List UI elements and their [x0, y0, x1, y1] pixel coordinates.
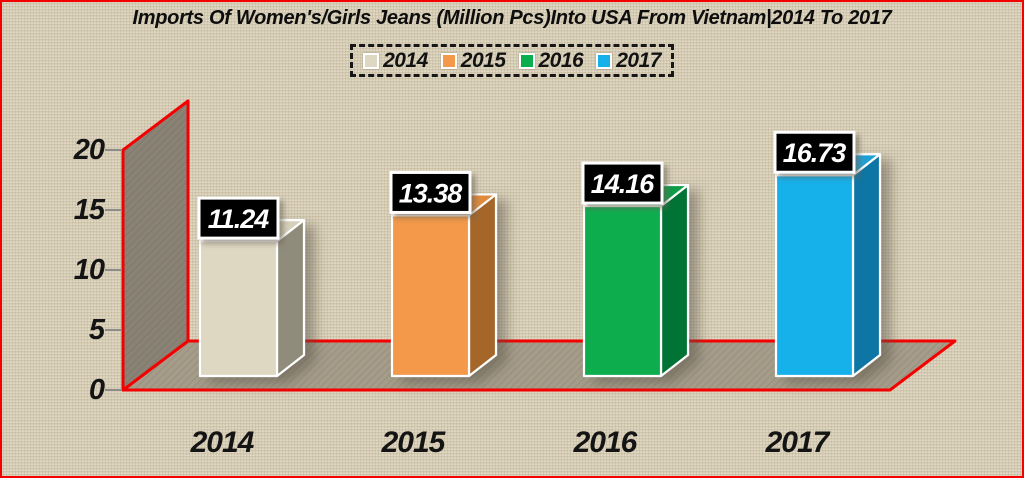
bar-front-face: [198, 240, 279, 378]
x-axis-label-2015: 2015: [381, 426, 446, 459]
data-label-2015: 13.38: [389, 170, 472, 214]
bar-side-face: [275, 219, 306, 378]
bar-2014: [198, 219, 306, 378]
x-axis-label-2016: 2016: [573, 426, 638, 459]
data-label-box: [581, 161, 664, 205]
x-axis-label-2014: 2014: [190, 426, 255, 459]
bar-front-face: [390, 214, 471, 378]
y-axis-label-20: 20: [73, 134, 105, 166]
x-axis-label-2017: 2017: [765, 426, 830, 459]
bar-front-face: [774, 174, 855, 378]
bar-front-face: [582, 204, 663, 378]
chart-title: Imports Of Women's/Girls Jeans (Million …: [132, 7, 892, 29]
bar-side-face: [851, 153, 882, 378]
legend-swatch-2017: [596, 52, 613, 69]
data-label-2016: 14.16: [581, 161, 664, 205]
bar-2015: [390, 193, 498, 378]
y-axis-label-15: 15: [73, 194, 105, 226]
data-label-value: 16.73: [783, 138, 847, 168]
data-label-box: [197, 196, 280, 240]
y-axis-label-5: 5: [88, 314, 105, 346]
legend-item-2014: 2014: [363, 49, 428, 73]
legend-swatch-2015: [440, 52, 457, 69]
y-axis-label-10: 10: [73, 254, 105, 286]
data-label-box: [389, 170, 472, 214]
legend: 2014 2015 2016 2017: [350, 44, 674, 77]
legend-item-2015: 2015: [440, 48, 506, 73]
legend-swatch-2014: [363, 52, 380, 69]
legend-label-2017: 2017: [616, 48, 661, 72]
legend-label-2015: 2015: [460, 48, 506, 72]
legend-label-2014: 2014: [383, 48, 428, 72]
data-label-value: 13.38: [399, 178, 463, 208]
bar-side-face: [467, 193, 498, 378]
legend-label-2016: 2016: [538, 48, 584, 72]
bar-side-face: [659, 183, 690, 378]
legend-item-2016: 2016: [518, 48, 584, 73]
legend-item-2017: 2017: [596, 49, 661, 73]
data-label-value: 14.16: [591, 169, 656, 199]
data-label-2017: 16.73: [773, 130, 856, 174]
data-label-2014: 11.24: [197, 196, 280, 240]
bar-2017: [774, 153, 882, 378]
data-label-value: 11.24: [208, 204, 270, 234]
y-axis-label-0: 0: [88, 374, 105, 406]
legend-swatch-2016: [518, 52, 535, 69]
wall-outline: [121, 99, 190, 392]
bar-2016: [582, 183, 690, 378]
data-label-box: [773, 130, 856, 174]
